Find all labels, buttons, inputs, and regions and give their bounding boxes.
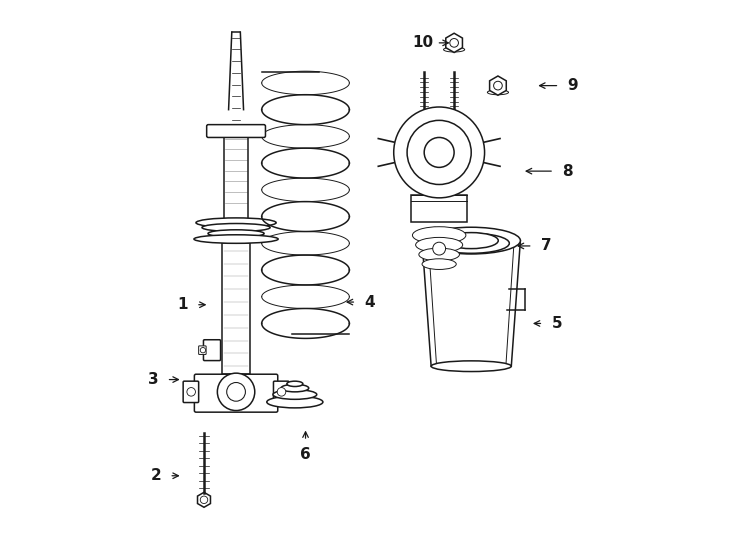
- Ellipse shape: [194, 235, 278, 244]
- Ellipse shape: [431, 361, 512, 372]
- Ellipse shape: [196, 218, 276, 227]
- Circle shape: [227, 382, 245, 401]
- Circle shape: [407, 120, 471, 185]
- Circle shape: [433, 242, 446, 255]
- Circle shape: [424, 138, 454, 167]
- Ellipse shape: [415, 238, 462, 252]
- Text: 9: 9: [567, 78, 578, 93]
- Circle shape: [217, 373, 255, 410]
- Ellipse shape: [422, 259, 457, 269]
- FancyBboxPatch shape: [203, 340, 220, 361]
- Text: 1: 1: [178, 297, 188, 312]
- Ellipse shape: [422, 227, 520, 254]
- Ellipse shape: [413, 227, 466, 244]
- Circle shape: [393, 107, 484, 198]
- Text: 7: 7: [541, 239, 551, 253]
- Circle shape: [200, 348, 206, 353]
- FancyBboxPatch shape: [207, 125, 266, 138]
- Ellipse shape: [487, 90, 509, 94]
- Circle shape: [187, 388, 195, 396]
- Ellipse shape: [433, 233, 509, 253]
- Text: 8: 8: [562, 164, 573, 179]
- Ellipse shape: [273, 390, 317, 400]
- Polygon shape: [446, 33, 462, 52]
- FancyBboxPatch shape: [411, 195, 467, 222]
- FancyBboxPatch shape: [184, 381, 199, 402]
- Text: 6: 6: [300, 447, 311, 462]
- Polygon shape: [197, 492, 211, 507]
- Ellipse shape: [281, 384, 309, 392]
- FancyBboxPatch shape: [199, 346, 206, 354]
- Text: 2: 2: [150, 468, 161, 483]
- Circle shape: [200, 496, 208, 504]
- Ellipse shape: [202, 224, 270, 232]
- Ellipse shape: [287, 381, 303, 387]
- Text: 5: 5: [551, 316, 562, 331]
- Text: 4: 4: [364, 294, 375, 309]
- FancyBboxPatch shape: [222, 244, 250, 374]
- Circle shape: [450, 38, 459, 47]
- Ellipse shape: [208, 230, 264, 237]
- FancyBboxPatch shape: [274, 381, 289, 402]
- Ellipse shape: [419, 248, 459, 261]
- Ellipse shape: [443, 47, 465, 52]
- Circle shape: [277, 388, 286, 396]
- Circle shape: [493, 82, 502, 90]
- Polygon shape: [490, 76, 506, 95]
- Ellipse shape: [444, 233, 498, 248]
- Ellipse shape: [266, 396, 323, 408]
- Text: 10: 10: [413, 35, 434, 50]
- Text: 3: 3: [148, 372, 159, 387]
- FancyBboxPatch shape: [195, 374, 277, 412]
